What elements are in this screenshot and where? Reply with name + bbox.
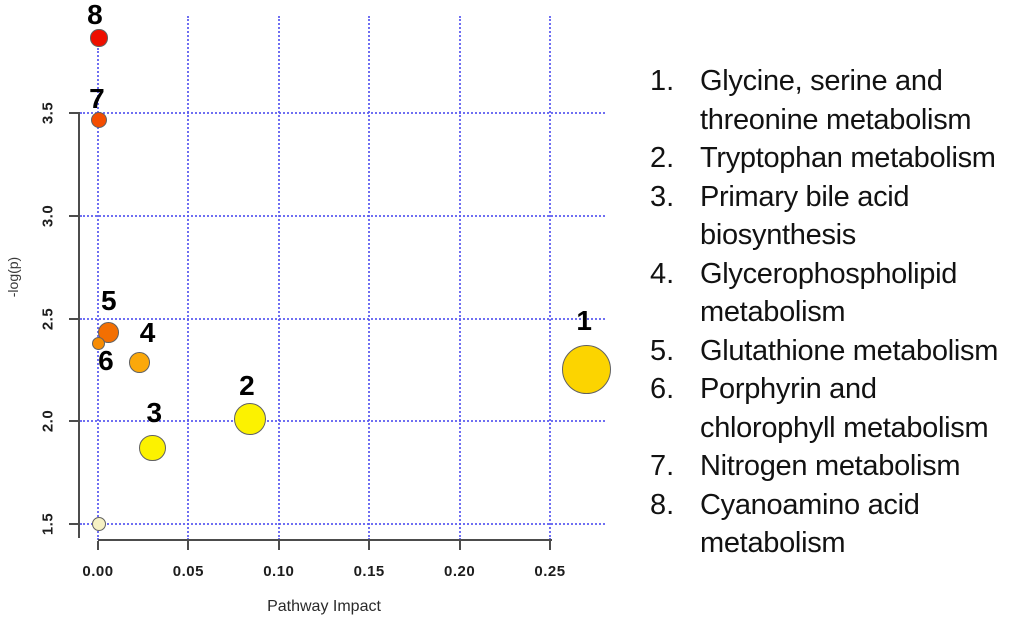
legend-item-7: 7. Nitrogen metabolism bbox=[650, 447, 1022, 486]
legend-item-number: 7. bbox=[650, 450, 675, 482]
legend-item-1: 1. Glycine, serine and threonine metaboli… bbox=[650, 62, 1022, 139]
legend-item-text: Glutathione metabolism bbox=[700, 334, 999, 367]
pathway-legend: 1. Glycine, serine and threonine metaboli… bbox=[650, 62, 1022, 563]
legend-item-number: 8. bbox=[650, 488, 675, 521]
grid-line-horizontal bbox=[80, 420, 605, 423]
legend-item-text: Nitrogen metabolism bbox=[700, 450, 961, 482]
y-axis-tick bbox=[69, 112, 78, 114]
legend-item-text: Glycine, serine and threonine metabolism bbox=[700, 65, 972, 136]
legend-item-text: Glycerophospholipid metabolism bbox=[700, 257, 958, 329]
y-axis-line bbox=[78, 112, 80, 538]
legend-item-8: 8. Cyanoamino acid metabolism bbox=[650, 486, 1022, 563]
legend-item-text: Tryptophan metabolism bbox=[700, 142, 996, 174]
grid-line-vertical bbox=[277, 16, 280, 540]
grid-line-horizontal bbox=[80, 112, 605, 114]
x-tick-label: 0.25 bbox=[534, 563, 566, 580]
legend-item-4: 4. Glycerophospholipid metabolism bbox=[650, 255, 1022, 332]
legend-item-number: 3. bbox=[650, 180, 675, 213]
grid-line-horizontal bbox=[80, 317, 605, 320]
x-tick-label: 0.20 bbox=[443, 563, 476, 580]
pathway-number-label: 4 bbox=[139, 316, 156, 348]
x-axis-tick bbox=[97, 541, 99, 550]
pathway-bubble-5 bbox=[98, 322, 120, 344]
pathway-bubble-6 bbox=[92, 336, 106, 350]
pathway-bubble-unlabeled bbox=[91, 517, 106, 531]
y-tick-label: 2.0 bbox=[39, 410, 57, 433]
legend-item-5: 5. Glutathione metabolism bbox=[650, 332, 1022, 371]
pathway-bubble-3 bbox=[138, 434, 166, 462]
bubble-plot: 0.00 0.05 0.10 0.15 0.20 0.25 1.5 2.0 2.5 3.0 3.5 … bbox=[5, 0, 611, 615]
legend-item-text: Cyanoamino acid metabolism bbox=[700, 488, 920, 560]
x-tick-label: 0.15 bbox=[353, 563, 385, 580]
pathway-bubble-4 bbox=[129, 352, 150, 374]
x-axis-line bbox=[98, 539, 552, 541]
legend-item-number: 2. bbox=[650, 142, 675, 174]
pathway-number-label: 3 bbox=[146, 396, 163, 428]
y-axis-tick bbox=[69, 420, 78, 423]
pathway-bubble-8 bbox=[90, 29, 108, 47]
legend-item-3: 3. Primary bile acid biosynthesis bbox=[650, 178, 1022, 255]
x-axis-tick bbox=[368, 541, 371, 550]
pathway-number-label: 6 bbox=[98, 345, 114, 377]
grid-line-vertical bbox=[458, 16, 461, 540]
pathway-number-label: 8 bbox=[87, 0, 103, 30]
grid-line-vertical bbox=[187, 16, 190, 540]
legend-item-number: 4. bbox=[650, 257, 675, 290]
x-axis-tick bbox=[549, 541, 551, 550]
y-axis-title: -log(p) bbox=[5, 256, 21, 298]
legend-item-number: 1. bbox=[650, 65, 675, 97]
x-axis-tick bbox=[458, 541, 461, 550]
pathway-number-label: 7 bbox=[89, 83, 105, 115]
grid-line-vertical bbox=[368, 16, 371, 540]
grid-line-horizontal bbox=[80, 523, 605, 525]
y-tick-label: 3.0 bbox=[39, 204, 57, 227]
pathway-number-label: 2 bbox=[239, 370, 255, 402]
grid-line-horizontal bbox=[80, 214, 605, 217]
x-tick-label: 0.05 bbox=[172, 563, 204, 580]
y-tick-label: 1.5 bbox=[39, 512, 57, 536]
y-axis-tick bbox=[69, 214, 78, 217]
legend-item-number: 5. bbox=[650, 334, 675, 367]
pathway-number-label: 5 bbox=[101, 284, 117, 316]
y-axis-tick bbox=[69, 523, 78, 525]
pathway-number-label: 1 bbox=[576, 304, 592, 336]
y-tick-label: 3.5 bbox=[39, 101, 57, 125]
legend-item-text: Primary bile acid biosynthesis bbox=[700, 180, 910, 252]
x-axis-tick bbox=[187, 541, 190, 550]
pathway-bubble-7 bbox=[90, 111, 108, 129]
pathway-bubble-2 bbox=[233, 403, 266, 436]
legend-item-number: 6. bbox=[650, 373, 675, 405]
pathway-bubble-1 bbox=[561, 345, 611, 395]
x-tick-label: 0.00 bbox=[82, 563, 114, 580]
legend-item-text: Porphyrin and chlorophyll metabolism bbox=[700, 373, 989, 444]
x-axis-title: Pathway Impact bbox=[267, 598, 381, 615]
y-axis-tick bbox=[69, 317, 78, 320]
legend-item-2: 2. Tryptophan metabolism bbox=[650, 139, 1022, 178]
y-tick-label: 2.5 bbox=[39, 307, 57, 330]
legend-item-6: 6. Porphyrin and chlorophyll metabolism bbox=[650, 370, 1022, 447]
x-axis-tick bbox=[277, 541, 280, 550]
grid-line-vertical bbox=[97, 48, 99, 540]
grid-line-vertical bbox=[549, 16, 551, 540]
x-tick-label: 0.10 bbox=[263, 563, 295, 580]
